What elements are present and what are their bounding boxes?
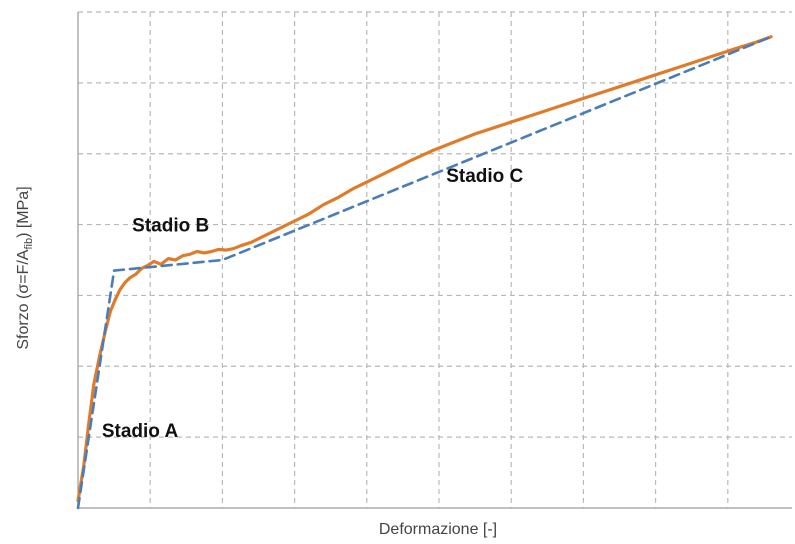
x-axis-title: Deformazione [-] [379, 521, 497, 538]
y-axis-title-subscript: fib [23, 238, 35, 250]
annotation-label: Stadio B [132, 216, 209, 237]
annotation-label: Stadio C [446, 166, 523, 187]
y-axis-title-suffix: ) [MPa] [15, 186, 32, 238]
series-line-solid [76, 35, 773, 503]
annotations-group: Stadio A Stadio B Stadio C [102, 166, 524, 442]
y-axis-title: Sforzo (σ=F/Afib) [MPa] [15, 186, 35, 349]
series-line-dashed [76, 35, 773, 510]
grid [78, 11, 792, 508]
annotation-label: Stadio A [102, 421, 179, 442]
y-axis-title-prefix: Sforzo (σ=F/A [15, 249, 32, 349]
series-group [76, 35, 773, 510]
